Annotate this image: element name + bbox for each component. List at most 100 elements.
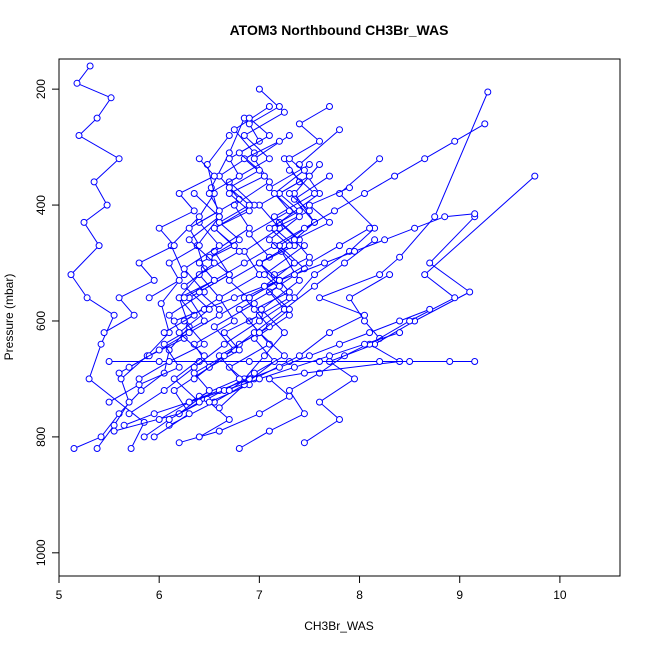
data-point <box>265 236 273 244</box>
data-point <box>466 288 474 296</box>
data-point <box>175 363 183 371</box>
data-point <box>376 155 384 163</box>
data-point <box>316 137 323 145</box>
data-point <box>250 300 258 308</box>
series-line <box>138 88 286 380</box>
data-point <box>245 358 253 365</box>
data-point <box>195 398 203 406</box>
series-line <box>304 216 476 444</box>
data-point <box>215 207 223 215</box>
data-point <box>361 340 368 348</box>
data-point <box>195 155 203 163</box>
data-point <box>391 172 399 180</box>
data-point <box>300 166 308 174</box>
data-point <box>305 253 313 261</box>
data-point <box>230 317 238 325</box>
data-point <box>336 126 343 134</box>
data-point <box>115 294 123 302</box>
data-point <box>280 352 288 360</box>
data-point <box>265 224 273 232</box>
data-point <box>275 137 283 145</box>
data-point <box>135 375 143 383</box>
data-point <box>155 358 163 365</box>
data-point <box>426 259 434 267</box>
y-tick-label: 600 <box>34 311 48 331</box>
data-point <box>200 340 208 348</box>
data-point <box>260 352 268 360</box>
x-tick-label: 7 <box>256 588 263 602</box>
x-tick-label: 6 <box>156 588 163 602</box>
data-point <box>93 114 101 122</box>
data-point <box>245 120 253 128</box>
data-point <box>225 149 233 157</box>
data-point <box>165 358 173 365</box>
series-18 <box>175 161 313 418</box>
data-point <box>235 149 243 157</box>
data-point <box>215 311 223 319</box>
data-point <box>220 352 228 360</box>
data-point <box>421 155 429 163</box>
data-point <box>290 236 298 244</box>
series-line <box>174 213 475 322</box>
data-point <box>361 311 368 319</box>
data-point <box>285 311 293 319</box>
series-30 <box>125 224 374 371</box>
data-point <box>326 329 333 337</box>
data-point <box>185 236 193 244</box>
data-point <box>245 114 253 122</box>
data-point <box>376 271 384 279</box>
data-point <box>165 416 173 423</box>
data-point <box>83 294 91 302</box>
chart-title: ATOM3 Northbound CH3Br_WAS <box>230 22 449 38</box>
data-point <box>215 404 223 412</box>
data-point <box>127 445 135 452</box>
data-point <box>235 236 243 244</box>
data-point <box>245 230 253 238</box>
data-point <box>157 300 165 308</box>
data-point <box>265 184 273 192</box>
data-point <box>165 259 173 267</box>
data-point <box>75 132 83 139</box>
x-axis-label: CH3Br_WAS <box>304 619 374 633</box>
data-point <box>441 213 449 221</box>
data-point <box>135 259 143 267</box>
data-point <box>180 265 188 273</box>
data-point <box>225 190 233 197</box>
data-point <box>326 172 333 180</box>
data-point <box>446 358 454 365</box>
data-point <box>245 294 253 302</box>
data-point <box>203 161 211 168</box>
data-point <box>285 387 293 394</box>
data-point <box>255 259 263 267</box>
data-point <box>125 410 133 418</box>
data-point <box>70 445 78 452</box>
data-point <box>531 172 539 180</box>
data-point <box>150 433 158 441</box>
data-point <box>471 358 479 365</box>
data-point <box>145 294 153 302</box>
data-point <box>311 282 318 290</box>
data-point <box>371 236 379 244</box>
data-point <box>155 224 163 232</box>
data-point <box>270 271 278 279</box>
data-point <box>260 271 268 279</box>
data-point <box>280 108 288 116</box>
data-point <box>316 294 323 302</box>
data-point <box>115 155 123 163</box>
data-point <box>97 340 105 348</box>
series-line <box>199 129 340 438</box>
data-point <box>396 329 404 337</box>
data-point <box>381 236 389 244</box>
data-point <box>290 259 298 267</box>
data-point <box>275 276 283 284</box>
data-point <box>285 294 293 302</box>
data-point <box>426 305 434 313</box>
data-point <box>285 190 293 197</box>
data-point <box>135 381 143 389</box>
data-point <box>311 190 318 197</box>
data-point <box>295 207 303 215</box>
data-point <box>110 421 118 429</box>
series-line <box>239 274 390 449</box>
data-point <box>93 445 101 452</box>
data-point <box>130 311 138 319</box>
